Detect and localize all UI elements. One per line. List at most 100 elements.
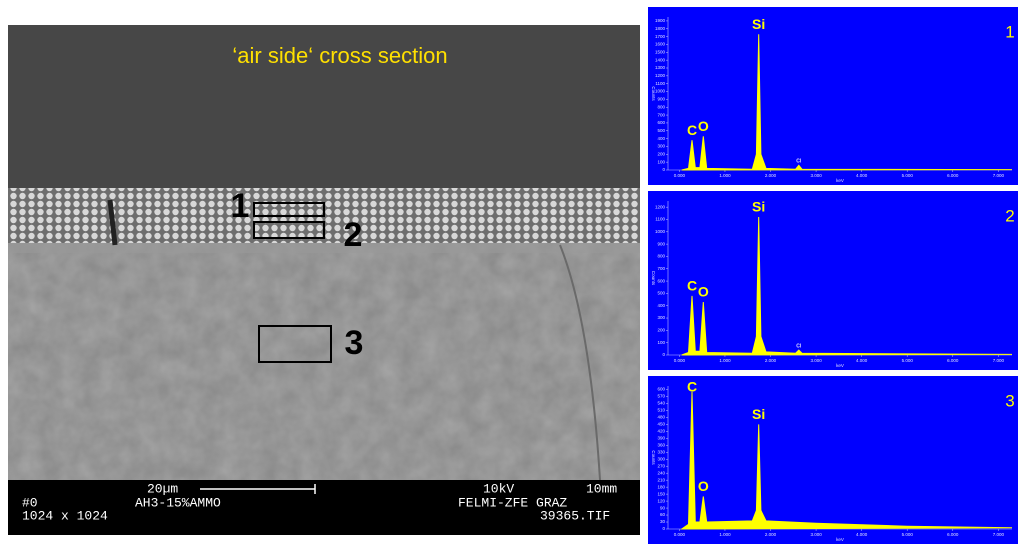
panel-label: 1 — [1005, 22, 1014, 41]
peak-label: Cl — [796, 343, 802, 349]
y-tick-label: 1200 — [655, 73, 666, 78]
peak-label: C — [687, 379, 697, 395]
region-label: 1 — [231, 187, 250, 225]
y-tick-label: 700 — [657, 266, 665, 271]
sem-image: ‘air side‘ cross section 1 2 3 20µm #0 A… — [8, 25, 640, 535]
y-tick-label: 120 — [657, 498, 665, 503]
y-tick-label: 570 — [657, 394, 665, 399]
x-tick-label: 1.000 — [719, 173, 731, 178]
x-tick-label: 1.000 — [719, 532, 731, 537]
y-tick-label: 500 — [657, 128, 665, 133]
y-tick-label: 1600 — [655, 42, 666, 47]
y-tick-label: 300 — [657, 456, 665, 461]
y-tick-label: 1000 — [655, 229, 666, 234]
x-tick-label: 2.000 — [765, 173, 777, 178]
x-tick-label: 7.000 — [993, 173, 1005, 178]
info-text: 39365.TIF — [540, 508, 610, 523]
y-tick-label: 100 — [657, 340, 665, 345]
y-tick-label: 1800 — [655, 26, 666, 31]
x-tick-label: 7.000 — [993, 358, 1005, 363]
peak-label: Si — [752, 199, 765, 215]
x-tick-label: 3.000 — [810, 173, 822, 178]
y-tick-label: 200 — [657, 151, 665, 156]
y-tick-label: 200 — [657, 328, 665, 333]
y-tick-label: 1500 — [655, 49, 666, 54]
x-axis-label: keV — [836, 363, 844, 368]
y-tick-label: 1700 — [655, 34, 666, 39]
x-axis-label: keV — [836, 178, 844, 183]
peak-label: C — [687, 122, 697, 138]
x-tick-label: 2.000 — [765, 532, 777, 537]
x-tick-label: 0.000 — [674, 532, 686, 537]
y-tick-label: 1400 — [655, 57, 666, 62]
x-tick-label: 6.000 — [947, 358, 959, 363]
peak-label: Cl — [796, 159, 802, 165]
x-tick-label: 4.000 — [856, 358, 868, 363]
x-tick-label: 1.000 — [719, 358, 731, 363]
y-tick-label: 1900 — [655, 18, 666, 23]
y-tick-label: 600 — [657, 278, 665, 283]
info-text: 10mm — [586, 481, 617, 496]
y-axis-label: Counts — [651, 450, 656, 465]
y-tick-label: 300 — [657, 315, 665, 320]
peak-label: C — [687, 278, 697, 294]
y-tick-label: 180 — [657, 484, 665, 489]
peak-label: O — [698, 118, 709, 134]
x-tick-label: 0.000 — [674, 358, 686, 363]
panel-label: 2 — [1005, 206, 1014, 225]
info-text: 10kV — [483, 481, 514, 496]
y-tick-label: 240 — [657, 470, 665, 475]
x-tick-label: 6.000 — [947, 532, 959, 537]
y-tick-label: 90 — [660, 505, 666, 510]
scale-label: 20µm — [147, 481, 178, 496]
y-tick-label: 900 — [657, 97, 665, 102]
x-axis-label: keV — [836, 537, 844, 542]
y-tick-label: 30 — [660, 519, 666, 524]
peak-label: O — [698, 284, 709, 300]
y-tick-label: 1100 — [655, 81, 665, 86]
y-tick-label: 400 — [657, 303, 665, 308]
y-tick-label: 700 — [657, 112, 665, 117]
y-tick-label: 1300 — [655, 65, 666, 70]
y-tick-label: 540 — [657, 401, 665, 406]
y-tick-label: 300 — [657, 144, 665, 149]
region-label: 3 — [345, 324, 364, 362]
y-tick-label: 100 — [657, 159, 665, 164]
x-tick-label: 6.000 — [947, 173, 959, 178]
y-tick-label: 900 — [657, 241, 665, 246]
x-tick-label: 3.000 — [810, 532, 822, 537]
peak-label: O — [698, 478, 709, 494]
y-tick-label: 1200 — [655, 204, 666, 209]
y-axis-label: Counts — [651, 271, 656, 286]
image-title: ‘air side‘ cross section — [232, 43, 447, 68]
y-tick-label: 330 — [657, 449, 665, 454]
y-tick-label: 420 — [657, 429, 665, 434]
x-tick-label: 7.000 — [993, 532, 1005, 537]
y-tick-label: 510 — [657, 408, 665, 413]
x-tick-label: 4.000 — [856, 532, 868, 537]
y-tick-label: 480 — [657, 415, 665, 420]
y-tick-label: 450 — [657, 422, 665, 427]
y-tick-label: 600 — [657, 120, 665, 125]
peak-label: Si — [752, 16, 765, 32]
y-tick-label: 60 — [660, 512, 666, 517]
y-tick-label: 210 — [657, 477, 665, 482]
y-tick-label: 360 — [657, 442, 665, 447]
x-tick-label: 2.000 — [765, 358, 777, 363]
x-tick-label: 5.000 — [902, 173, 914, 178]
x-tick-label: 0.000 — [674, 173, 686, 178]
info-text: 1024 x 1024 — [22, 508, 108, 523]
y-tick-label: 1100 — [655, 217, 665, 222]
region-label: 2 — [344, 216, 363, 254]
y-tick-label: 270 — [657, 463, 665, 468]
panel-label: 3 — [1005, 391, 1014, 410]
y-tick-label: 390 — [657, 436, 665, 441]
peak-label: Si — [752, 406, 765, 422]
y-tick-label: 600 — [657, 387, 665, 392]
y-tick-label: 150 — [657, 491, 665, 496]
figure: ‘air side‘ cross section 1 2 3 20µm #0 A… — [0, 0, 1018, 546]
x-tick-label: 5.000 — [902, 532, 914, 537]
y-tick-label: 500 — [657, 291, 665, 296]
y-tick-label: 800 — [657, 254, 665, 259]
x-tick-label: 5.000 — [902, 358, 914, 363]
